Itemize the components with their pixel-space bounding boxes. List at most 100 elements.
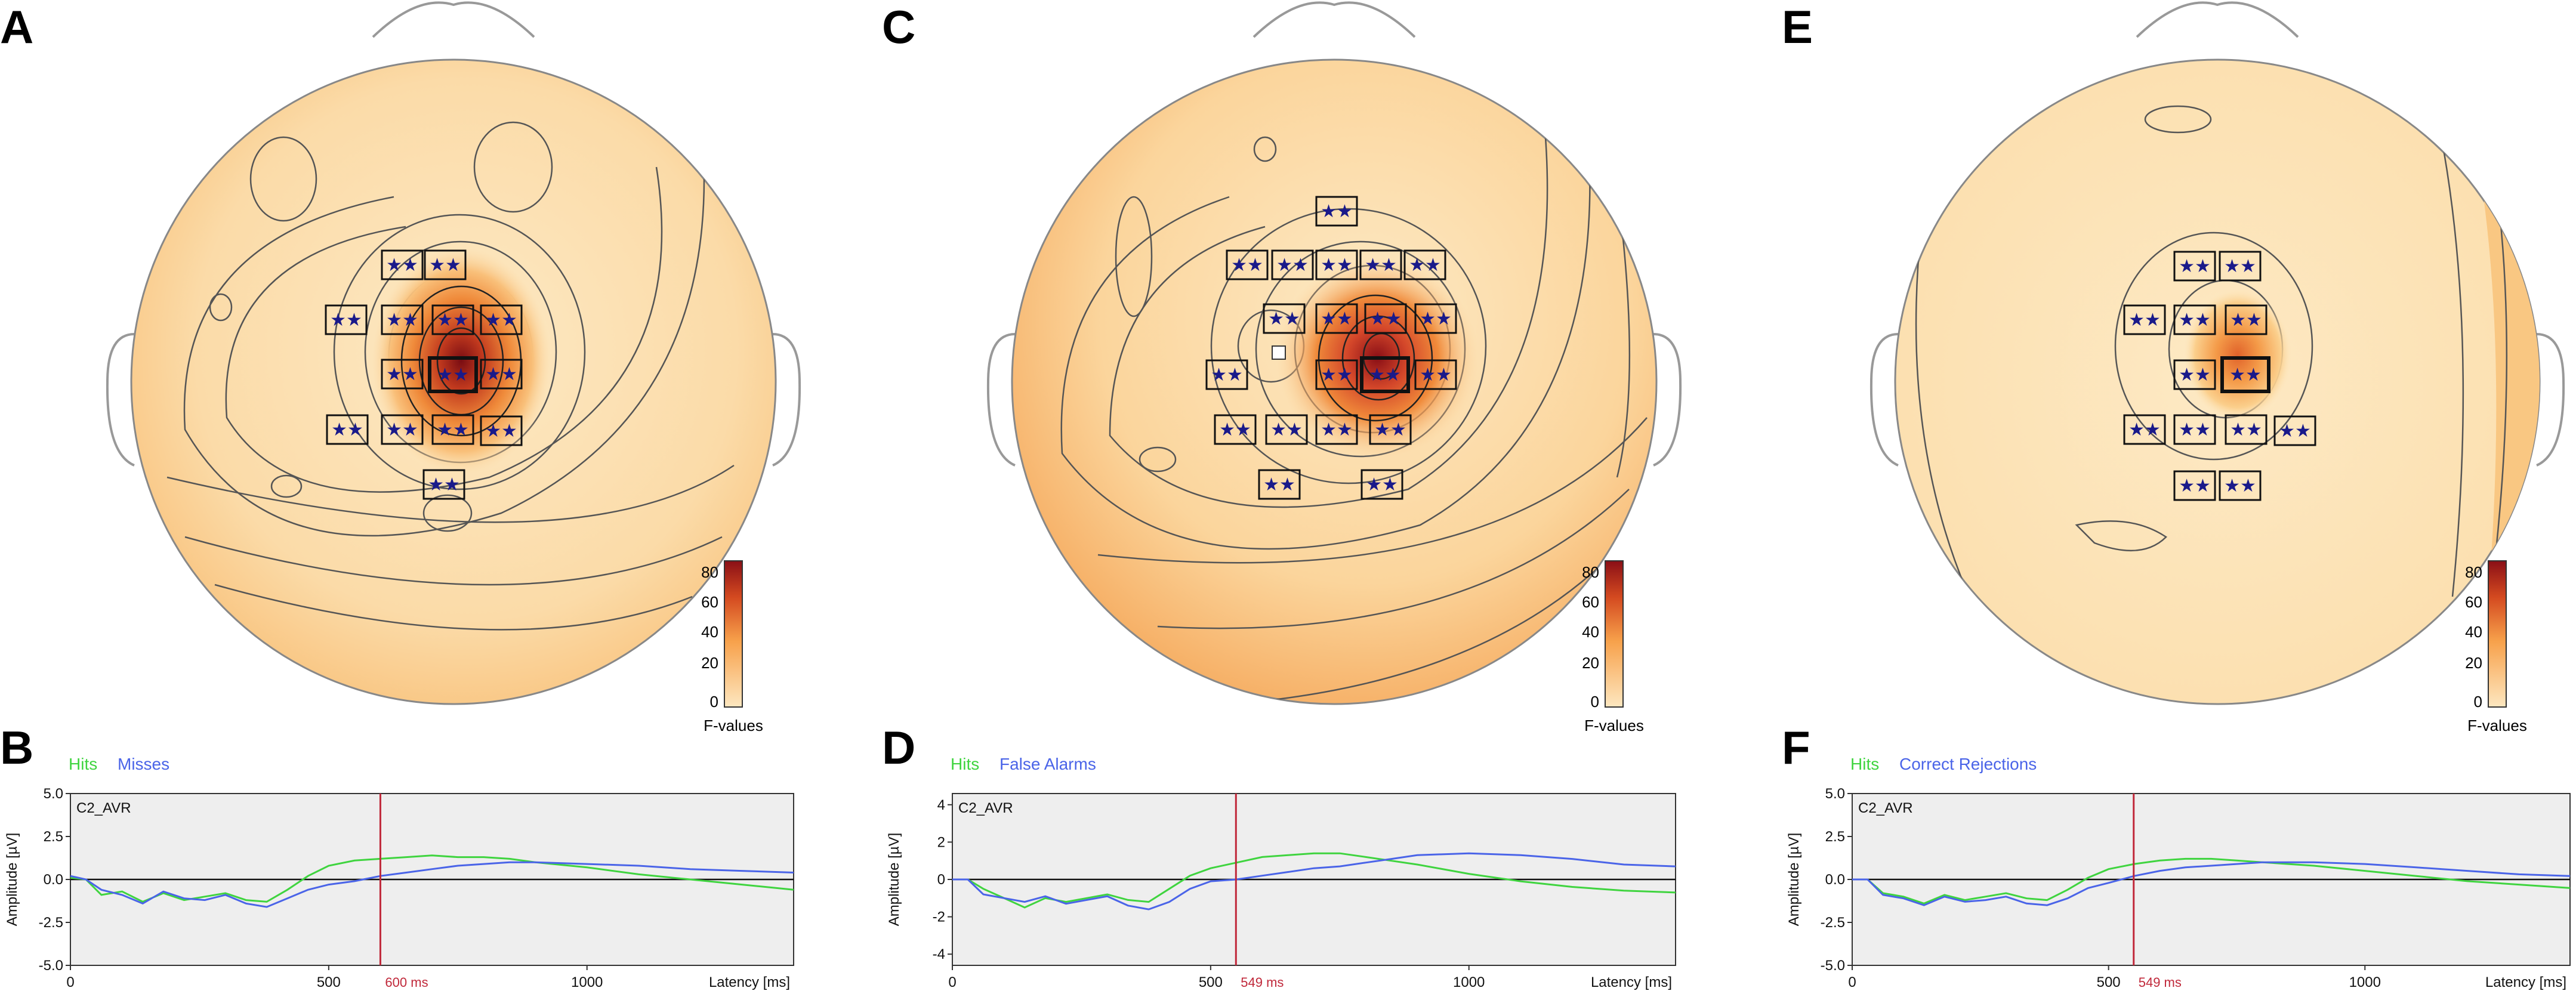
- svg-text:★★: ★★: [1321, 202, 1353, 221]
- topomap-e: ★★ ★★ ★★ ★★ ★★ ★★ ★★ ★★ ★★ ★★ ★★ ★★ ★★ 8…: [1869, 1, 2565, 734]
- electrode-marker: ★★: [1226, 249, 1269, 280]
- svg-text:★★: ★★: [1231, 255, 1263, 275]
- electrode-marker: ★★: [381, 249, 424, 280]
- svg-text:★★: ★★: [2230, 310, 2262, 330]
- svg-text:★★: ★★: [437, 420, 469, 440]
- svg-text:80: 80: [701, 563, 718, 581]
- x-tick-label: 500: [317, 974, 341, 990]
- svg-text:★★: ★★: [1219, 420, 1251, 440]
- electrode-marker: ★★: [422, 469, 465, 500]
- svg-text:★★: ★★: [485, 365, 517, 384]
- electrode-marker: ★★: [1258, 469, 1301, 500]
- electrode-marker: ★★: [1263, 303, 1306, 334]
- y-tick-label: 5.0: [44, 786, 63, 802]
- electrode-marker: ★★: [2173, 251, 2216, 282]
- y-axis-label: Amplitude [µV]: [886, 833, 902, 927]
- svg-text:★★: ★★: [1409, 255, 1441, 275]
- electrode-marker: ★★: [1315, 303, 1358, 334]
- x-tick-label: 1000: [1453, 974, 1485, 990]
- topomap-c: ★★ ★★ ★★ ★★ ★★ ★★ ★★ ★★ ★★ ★★ ★★ ★★ ★★ ★…: [986, 1, 1682, 734]
- svg-text:★★: ★★: [2128, 310, 2161, 330]
- electrode-marker: ★★: [480, 359, 523, 390]
- svg-text:★★: ★★: [1321, 365, 1353, 385]
- series-line-correct-rejections: [1852, 861, 2571, 906]
- electrode-marker: ★★: [1315, 249, 1358, 280]
- x-tick-label: 0: [948, 974, 956, 990]
- svg-text:20: 20: [701, 654, 718, 672]
- channel-label: C2_AVR: [1858, 800, 1913, 816]
- svg-text:★★: ★★: [2279, 421, 2311, 441]
- series-line-hits: [952, 852, 1676, 909]
- electrode-marker: ★★: [2225, 304, 2268, 335]
- panel-letter-f: F: [1782, 721, 1810, 774]
- svg-text:20: 20: [1582, 654, 1599, 672]
- svg-text:0: 0: [2474, 693, 2482, 711]
- electrode-marker: ★★: [2220, 356, 2270, 393]
- electrode-marker: ★★: [1214, 414, 1257, 445]
- electrode-marker: ★★: [431, 304, 474, 335]
- y-tick-label: -2.5: [1821, 915, 1845, 931]
- y-tick-label: -5.0: [1821, 958, 1845, 974]
- y-tick-label: 2: [937, 834, 945, 850]
- erp-plot-f: Hits Correct Rejections C2_AVR 5.0 2.5 0.0 -2.…: [1786, 755, 2571, 990]
- svg-text:★★: ★★: [2230, 420, 2262, 440]
- svg-text:★★: ★★: [437, 365, 469, 385]
- electrode-marker: ★★: [381, 359, 424, 390]
- channel-label: C2_AVR: [958, 800, 1013, 816]
- svg-text:★★: ★★: [1420, 309, 1452, 329]
- electrode-marker: ★★: [2123, 414, 2166, 445]
- y-tick-label: -2: [933, 909, 945, 925]
- legend-hits: Hits: [1850, 755, 1879, 773]
- cursor-label: 549 ms: [1241, 975, 1284, 990]
- svg-text:★★: ★★: [1321, 255, 1353, 275]
- electrode-marker: ★★: [2219, 251, 2262, 282]
- cursor-label: 549 ms: [2139, 975, 2182, 990]
- legend-hits: Hits: [69, 755, 97, 773]
- legend-comparison: Correct Rejections: [1899, 755, 2037, 773]
- electrode-marker: ★★: [381, 304, 424, 335]
- x-axis-label: Latency [ms]: [709, 974, 790, 990]
- erp-plot-b: Hits Misses C2_AVR 5.0 2.5 0.0 -2.5 -5.00 500 100…: [4, 755, 794, 990]
- topomap-a: ★★ ★★ ★★ ★★ ★★ ★★ ★★ ★★ ★★ ★★ ★★ ★★ ★★ ★…: [106, 1, 801, 734]
- svg-text:0: 0: [710, 693, 718, 711]
- series-line-false-alarms: [952, 852, 1676, 910]
- y-axis-label: Amplitude [µV]: [1786, 833, 1802, 927]
- electrode-marker: ★★: [2273, 415, 2316, 446]
- svg-text:40: 40: [2465, 623, 2482, 641]
- svg-text:★★: ★★: [429, 255, 461, 275]
- electrode-marker: ★★: [325, 304, 368, 335]
- y-axis-label: Amplitude [µV]: [4, 833, 20, 927]
- svg-text:60: 60: [2465, 593, 2482, 611]
- svg-text:★★: ★★: [437, 310, 469, 330]
- electrode-markers-a: ★★ ★★ ★★ ★★ ★★ ★★ ★★ ★★ ★★ ★★ ★★ ★★ ★★ ★…: [325, 249, 523, 500]
- svg-text:★★: ★★: [1321, 420, 1353, 440]
- y-tick-label: -4: [933, 946, 945, 962]
- electrode-marker: ★★: [431, 414, 474, 445]
- electrode-marker: ★★: [1364, 303, 1407, 334]
- colorbar-e: 80 60 40 20 0 F-values: [2465, 560, 2527, 734]
- legend-hits: Hits: [951, 755, 979, 773]
- panel-letter-b: B: [0, 721, 34, 774]
- electrode-marker: ★★: [2173, 414, 2216, 445]
- electrode-marker: ★★: [1361, 469, 1403, 500]
- electrode-marker: ★★: [1369, 414, 1412, 445]
- electrode-marker: ★★: [2225, 414, 2268, 445]
- panel-letter-e: E: [1782, 1, 1813, 53]
- y-tick-label: 5.0: [1825, 786, 1845, 802]
- svg-text:F-values: F-values: [1584, 717, 1644, 734]
- electrode-marker: ★★: [480, 304, 523, 335]
- svg-text:★★: ★★: [2179, 420, 2211, 440]
- svg-text:★★: ★★: [1365, 255, 1397, 275]
- y-tick-label: -2.5: [39, 915, 63, 931]
- electrode-marker: ★★: [1271, 249, 1314, 280]
- svg-text:F-values: F-values: [2467, 717, 2527, 734]
- svg-text:★★: ★★: [2128, 420, 2161, 440]
- electrode-marker: ★★: [1414, 359, 1457, 390]
- electrode-marker: ★★: [2219, 470, 2262, 501]
- electrode-marker: ★★: [428, 356, 478, 393]
- svg-text:80: 80: [2465, 563, 2482, 581]
- electrode-marker: ★★: [1205, 359, 1248, 390]
- electrode-marker: ★★: [1315, 196, 1358, 227]
- svg-text:★★: ★★: [2179, 365, 2211, 385]
- svg-text:★★: ★★: [386, 255, 418, 275]
